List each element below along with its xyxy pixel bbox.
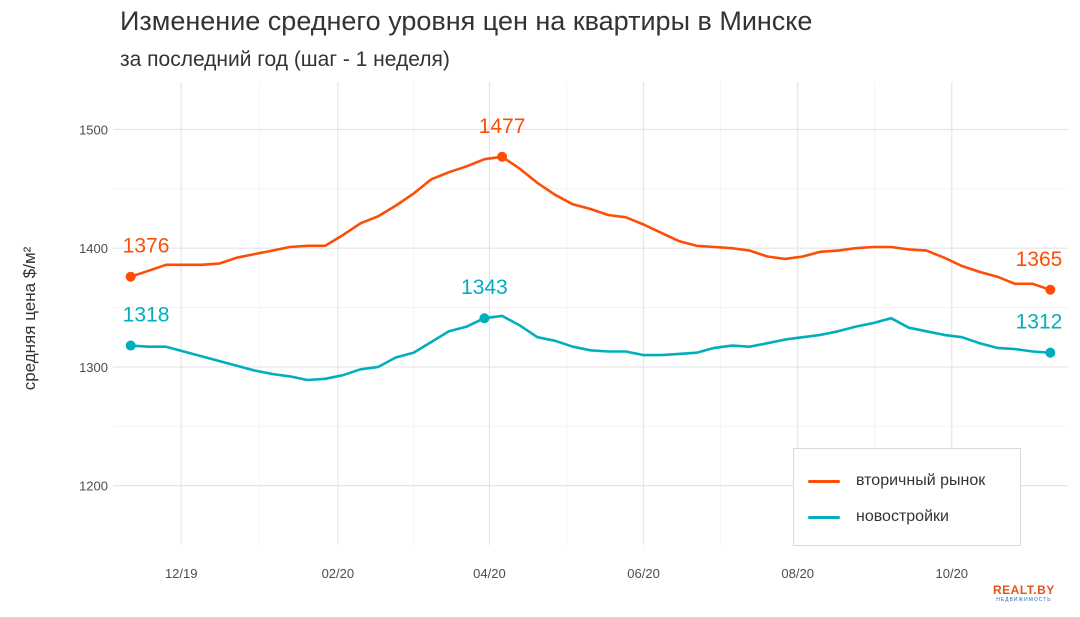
y-tick-label: 1400 [79,241,108,256]
logo-text: REALT.BY [993,583,1055,597]
legend: вторичный рынок новостройки [793,448,1021,546]
y-axis-label: средняя цена $/м² [20,246,39,390]
data-label: 1365 [1016,248,1063,271]
realt-logo: REALT.BY НЕДВИЖИМОСТЬ [993,584,1055,603]
data-label: 1318 [123,304,170,327]
data-label: 1343 [461,276,508,299]
data-label: 1312 [1016,311,1063,334]
data-point [497,151,508,162]
legend-label: вторичный рынок [856,472,986,489]
data-point [1045,284,1056,295]
series-line-0 [129,155,1052,292]
x-tick-label: 02/20 [322,566,355,581]
chart-subtitle: за последний год (шаг - 1 неделя) [120,48,450,71]
chart-title: Изменение среднего уровня цен на квартир… [120,6,813,36]
data-point [1045,347,1056,358]
legend-swatch-secondary [808,479,840,483]
y-tick-label: 1500 [79,122,108,137]
x-tick-label: 04/20 [473,566,506,581]
y-tick-label: 1300 [79,360,108,375]
x-tick-label: 06/20 [627,566,660,581]
legend-item-new-buildings: новостройки [808,507,949,527]
x-tick-label: 08/20 [781,566,814,581]
logo-subtext: НЕДВИЖИМОСТЬ [996,597,1052,603]
data-point [125,340,136,351]
data-point [125,271,136,282]
x-tick-label: 12/19 [165,566,198,581]
x-tick-label: 10/20 [936,566,969,581]
legend-label: новостройки [856,508,949,525]
data-label: 1477 [479,115,526,138]
data-label: 1376 [123,235,170,258]
legend-swatch-new [808,515,840,519]
data-point [479,313,490,324]
y-tick-label: 1200 [79,479,108,494]
series-line-1 [129,314,1052,382]
legend-item-secondary-market: вторичный рынок [808,471,985,491]
